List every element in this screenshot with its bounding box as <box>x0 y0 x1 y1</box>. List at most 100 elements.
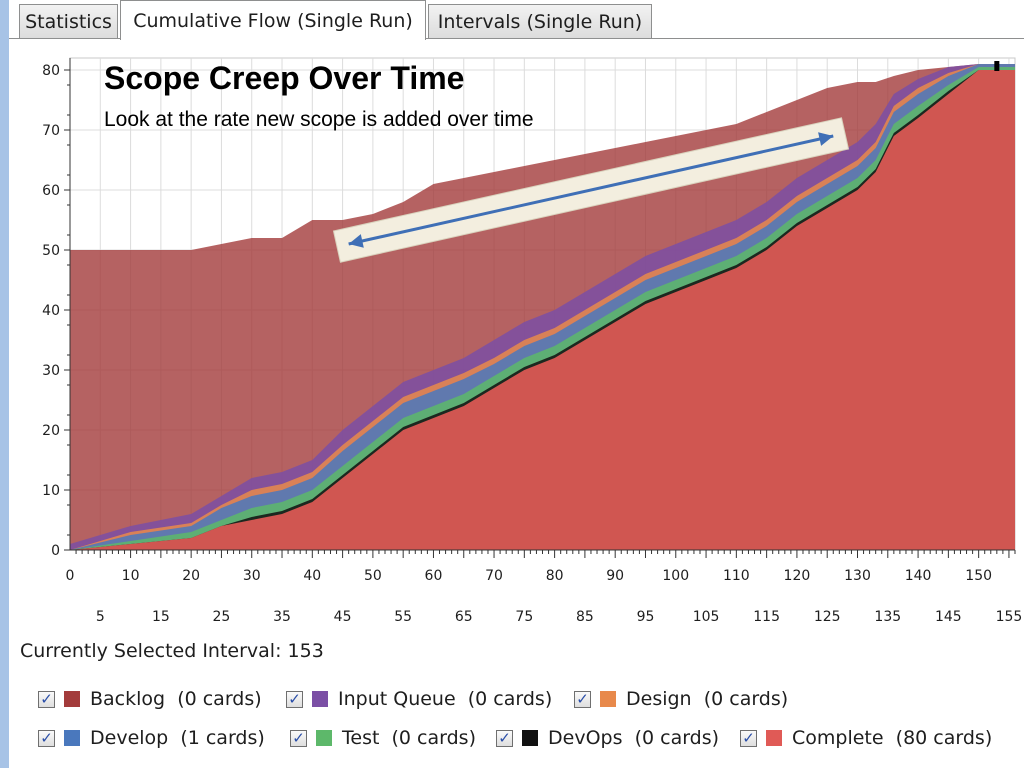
checkbox[interactable]: ✓ <box>290 728 307 747</box>
arrow-head-left <box>348 234 364 248</box>
check-icon: ✓ <box>292 728 305 747</box>
x-tick-label: 35 <box>273 609 291 625</box>
x-tick-label: 75 <box>515 609 533 625</box>
checkbox[interactable]: ✓ <box>38 728 55 747</box>
x-tick-label: 155 <box>996 609 1023 625</box>
tab-cumulative-flow[interactable]: Cumulative Flow (Single Run) <box>120 0 426 40</box>
x-tick-label: 45 <box>334 609 352 625</box>
x-tick-label: 105 <box>693 609 720 625</box>
x-tick-label: 40 <box>303 568 321 584</box>
x-tick-label: 50 <box>364 568 382 584</box>
x-tick-label: 25 <box>213 609 231 625</box>
legend-name: DevOps <box>548 727 623 749</box>
tab-statistics[interactable]: Statistics <box>19 4 118 38</box>
x-tick-label: 100 <box>662 568 689 584</box>
checkbox[interactable]: ✓ <box>38 689 55 708</box>
x-tick-label: 90 <box>606 568 624 584</box>
x-tick-label: 80 <box>546 568 564 584</box>
window-left-rail <box>0 0 9 768</box>
x-tick-label: 95 <box>637 609 655 625</box>
checkbox[interactable]: ✓ <box>574 689 591 708</box>
legend-count: (0 cards) <box>634 727 720 749</box>
series-areas <box>70 61 1015 550</box>
selected-interval-marker <box>994 61 1000 71</box>
x-tick-label: 110 <box>723 568 750 584</box>
legend-input-queue[interactable]: ✓ Input Queue (0 cards) <box>286 686 552 712</box>
checkbox[interactable]: ✓ <box>740 728 757 747</box>
legend-count: (0 cards) <box>391 727 476 749</box>
legend-name: Backlog <box>90 688 166 710</box>
y-tick-label: 80 <box>42 63 60 79</box>
check-icon: ✓ <box>742 728 755 747</box>
y-tick-label: 60 <box>42 183 60 199</box>
x-tick-label: 85 <box>576 609 594 625</box>
x-tick-label: 5 <box>96 609 105 625</box>
checkbox[interactable]: ✓ <box>496 728 513 747</box>
check-icon: ✓ <box>40 689 53 708</box>
x-tick-label: 135 <box>874 609 901 625</box>
y-tick-label: 40 <box>42 303 60 319</box>
x-tick-label: 150 <box>965 568 992 584</box>
y-tick-label: 20 <box>42 423 60 439</box>
swatch <box>64 691 80 707</box>
x-tick-label: 115 <box>753 609 780 625</box>
x-tick-label: 55 <box>394 609 412 625</box>
y-tick-label: 30 <box>42 363 60 379</box>
arrow-head-right <box>818 132 834 146</box>
check-icon: ✓ <box>576 689 589 708</box>
x-tick-label: 145 <box>935 609 962 625</box>
legend-count: (80 cards) <box>895 727 993 749</box>
legend-name: Test <box>342 727 380 749</box>
y-tick-label: 70 <box>42 123 60 139</box>
legend-name: Design <box>626 688 692 710</box>
selected-interval-label: Currently Selected Interval: 153 <box>20 640 324 662</box>
legend-test[interactable]: ✓ Test (0 cards) <box>290 725 476 751</box>
x-tick-label: 125 <box>814 609 841 625</box>
swatch <box>600 691 616 707</box>
chart-subtitle: Look at the rate new scope is added over… <box>104 108 534 131</box>
legend-name: Input Queue <box>338 688 456 710</box>
arrow-shaft <box>348 134 834 246</box>
x-tick-label: 60 <box>425 568 443 584</box>
legend-backlog[interactable]: ✓ Backlog (0 cards) <box>38 686 262 712</box>
x-tick-label: 10 <box>122 568 140 584</box>
x-tick-label: 70 <box>485 568 503 584</box>
y-tick-label: 50 <box>42 243 60 259</box>
y-tick-label: 0 <box>51 543 60 559</box>
legend-design[interactable]: ✓ Design (0 cards) <box>574 686 788 712</box>
check-icon: ✓ <box>288 689 301 708</box>
area-complete <box>70 70 1015 550</box>
x-tick-label: 0 <box>66 568 75 584</box>
swatch <box>522 730 538 746</box>
legend-count: (0 cards) <box>467 688 553 710</box>
swatch <box>312 691 328 707</box>
legend-count: (0 cards) <box>177 688 262 710</box>
legend-name: Complete <box>792 727 884 749</box>
legend-complete[interactable]: ✓ Complete (80 cards) <box>740 725 992 751</box>
swatch <box>64 730 80 746</box>
legend-develop[interactable]: ✓ Develop (1 cards) <box>38 725 265 751</box>
legend-name: Develop <box>90 727 169 749</box>
x-tick-label: 15 <box>152 609 170 625</box>
axes: 0 10 20 30 40 50 60 70 80 0 10 20 30 40 50 60 70 80 90 100 1… <box>42 58 1022 625</box>
x-tick-label: 140 <box>905 568 932 584</box>
x-tick-label: 130 <box>844 568 871 584</box>
legend-count: (0 cards) <box>703 688 789 710</box>
checkbox[interactable]: ✓ <box>286 689 303 708</box>
tab-intervals[interactable]: Intervals (Single Run) <box>428 4 652 38</box>
y-tick-label: 10 <box>42 483 60 499</box>
cumulative-flow-chart[interactable]: 0 10 20 30 40 50 60 70 80 0 10 20 30 40 50 60 70 80 90 100 1… <box>0 0 1024 640</box>
chart-title: Scope Creep Over Time <box>104 60 465 96</box>
legend-devops[interactable]: ✓ DevOps (0 cards) <box>496 725 719 751</box>
x-tick-label: 30 <box>243 568 261 584</box>
legend-count: (1 cards) <box>180 727 265 749</box>
x-tick-label: 120 <box>784 568 811 584</box>
check-icon: ✓ <box>40 728 53 747</box>
x-tick-label: 20 <box>182 568 200 584</box>
tab-bar-divider <box>9 38 1024 39</box>
check-icon: ✓ <box>498 728 511 747</box>
x-tick-label: 65 <box>455 609 473 625</box>
swatch <box>766 730 782 746</box>
swatch <box>316 730 332 746</box>
trend-annotation <box>332 117 850 263</box>
